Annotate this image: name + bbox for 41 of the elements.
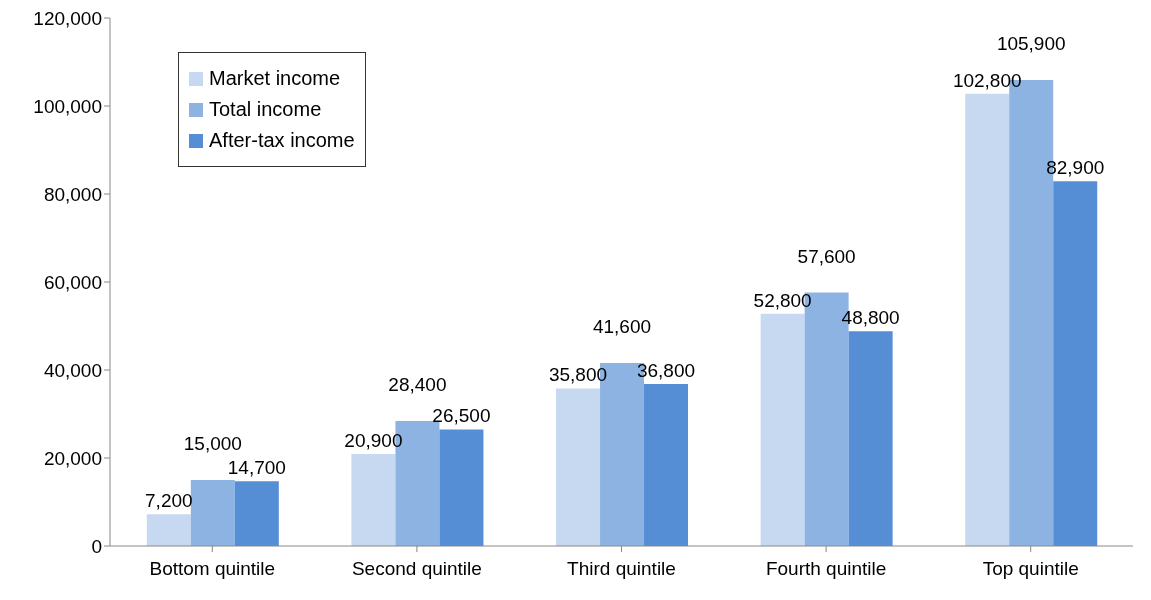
bar	[760, 313, 805, 546]
data-label: 28,400	[388, 374, 447, 396]
data-label: 35,800	[548, 364, 608, 386]
legend-label: Market income	[209, 67, 341, 90]
y-tick-label: 20,000	[43, 447, 102, 469]
bar	[644, 384, 689, 546]
bar	[965, 93, 1010, 546]
x-tick-label: Fourth quintile	[765, 558, 887, 580]
data-label: 82,900	[1046, 157, 1105, 179]
y-tick-label: 80,000	[43, 183, 102, 205]
bar	[234, 481, 279, 546]
data-label: 105,900	[996, 33, 1066, 55]
legend-label: After-tax income	[209, 129, 355, 152]
x-tick-label: Third quintile	[567, 558, 676, 580]
bar	[848, 331, 893, 546]
x-tick-label: Bottom quintile	[149, 558, 276, 580]
y-tick-label: 40,000	[43, 359, 102, 381]
y-tick-label: 100,000	[33, 95, 102, 117]
y-tick-label: 60,000	[43, 271, 102, 293]
data-label: 52,800	[753, 289, 812, 311]
data-label: 41,600	[592, 315, 652, 337]
data-label: 48,800	[841, 307, 900, 329]
bar	[1053, 181, 1098, 546]
x-tick-label: Second quintile	[351, 558, 482, 580]
data-label: 36,800	[636, 360, 696, 382]
data-label: 7,200	[145, 490, 193, 512]
data-label: 15,000	[183, 433, 242, 454]
y-tick-label: 0	[91, 535, 102, 557]
data-label: 26,500	[432, 405, 491, 427]
data-label: 57,600	[797, 245, 856, 267]
bar	[146, 514, 191, 546]
legend-label: Total income	[209, 98, 322, 121]
bar	[556, 388, 601, 546]
bar	[439, 429, 484, 546]
data-label: 14,700	[227, 457, 286, 479]
x-tick-label: Top quintile	[982, 558, 1079, 580]
bar	[190, 480, 235, 546]
bar	[351, 454, 396, 546]
data-label: 102,800	[952, 69, 1022, 91]
y-tick-label: 120,000	[33, 7, 102, 29]
data-label: 20,900	[344, 430, 403, 452]
